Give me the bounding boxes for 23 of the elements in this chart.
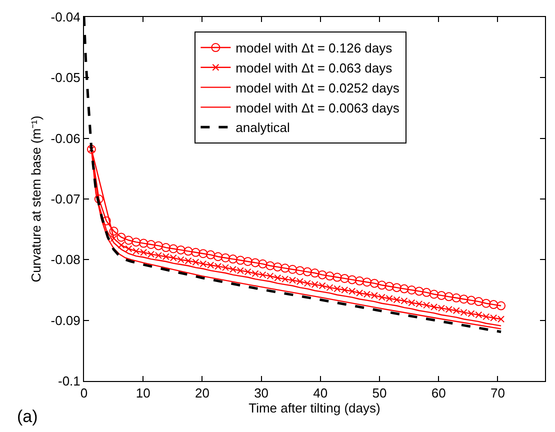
y-tick-label: -0.04 [50, 10, 80, 25]
legend-label: model with Δt = 0.063 days [236, 60, 393, 76]
x-tick-label: 10 [136, 386, 150, 401]
legend-label: model with Δt = 0.126 days [236, 40, 393, 56]
y-axis-title: Curvature at stem base (m⁻¹) [28, 116, 44, 282]
y-tick-label: -0.09 [50, 312, 80, 328]
legend-label: model with Δt = 0.0063 days [236, 100, 400, 116]
x-axis-title: Time after tilting (days) [248, 400, 380, 416]
y-tick-label: -0.05 [50, 70, 80, 86]
text: (a) [17, 407, 38, 426]
y-tick-label: -0.1 [58, 374, 80, 389]
y-tick-label: -0.07 [50, 192, 80, 207]
x-tick-label: 30 [254, 386, 269, 401]
x-tick-label: 40 [313, 386, 328, 401]
y-tick-label: -0.08 [50, 252, 80, 268]
x-tick-label: 60 [431, 386, 446, 401]
y-tick-label: -0.06 [50, 130, 80, 146]
x-tick-label: 50 [372, 386, 387, 401]
x-tick-label: 70 [490, 386, 505, 401]
x-tick-label: 0 [80, 386, 88, 401]
legend-label: model with Δt = 0.0252 days [236, 80, 400, 96]
legend-label: analytical [236, 120, 290, 136]
x-tick-label: 20 [194, 386, 210, 401]
